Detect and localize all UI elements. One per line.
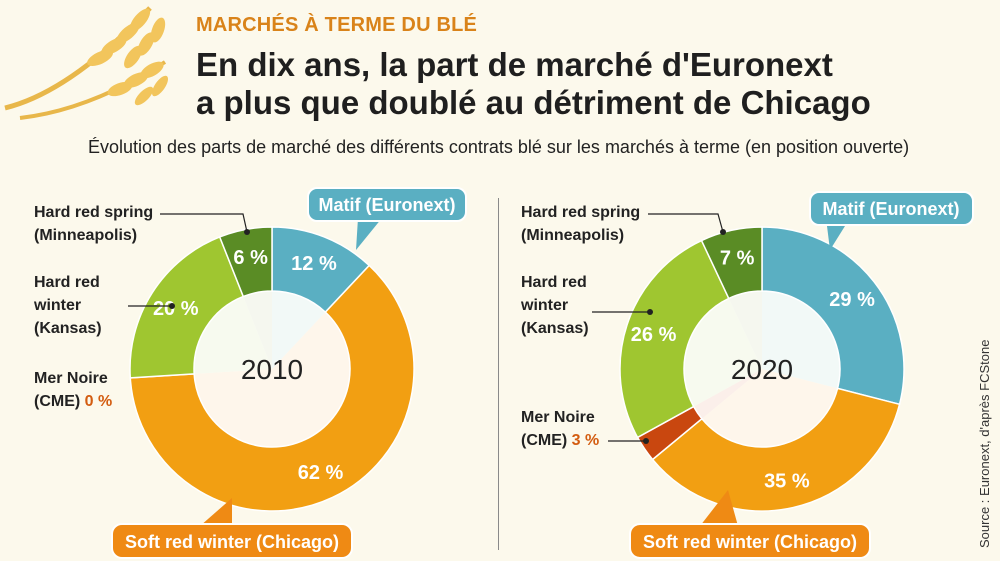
slice-value-label: 62 % <box>298 462 344 484</box>
donut-year-label: 2020 <box>731 354 793 385</box>
callout-text: Soft red winter (Chicago) <box>643 532 857 552</box>
donut-year-label: 2010 <box>241 354 303 385</box>
donut-chart-2020: 29 % 35 % 26 % 7 % 2020 <box>619 226 905 512</box>
leader-lines-2010 <box>128 213 248 307</box>
kicker: MARCHÉS À TERME DU BLÉ <box>196 14 478 36</box>
label-hard-red-winter-2010: Hard red winter (Kansas) <box>34 271 102 340</box>
label-line: Hard red <box>34 274 100 291</box>
slice-value-label: 7 % <box>720 248 755 270</box>
slice-value-label: 20 % <box>153 298 199 320</box>
label-line: (Kansas) <box>34 320 102 337</box>
leader-dot <box>720 229 726 235</box>
source-note: Source : Euronext, d'après FCStone <box>977 339 992 548</box>
donut-center <box>684 291 840 447</box>
label-line: Hard red spring <box>521 204 641 221</box>
wheat-icon <box>4 6 169 120</box>
label-line: Hard red <box>521 274 587 291</box>
label-line: Mer Noire <box>34 370 108 387</box>
subtitle: Évolution des parts de marché des différ… <box>88 137 910 157</box>
label-hard-red-spring-2010: Hard red spring (Minneapolis) <box>34 201 153 247</box>
leader-dot <box>647 309 653 315</box>
label-mer-noire-2020: Mer Noire (CME) 3 % <box>521 406 599 452</box>
label-line: (Minneapolis) <box>521 227 625 244</box>
label-line: Mer Noire <box>521 409 595 426</box>
callout-text: Matif (Euronext) <box>823 199 960 219</box>
label-hard-red-spring-2020: Hard red spring (Minneapolis) <box>521 201 640 247</box>
callout-text: Soft red winter (Chicago) <box>125 532 339 552</box>
callout-chicago-2020: Soft red winter (Chicago) <box>629 490 871 559</box>
label-line: (CME) 3 % <box>521 432 600 449</box>
label-mer-noire-2010: Mer Noire (CME) 0 % <box>34 367 112 413</box>
donut-center <box>194 291 350 447</box>
title-line-1: En dix ans, la part de marché d'Euronext <box>196 46 833 83</box>
divider <box>498 198 499 550</box>
title-line-2: a plus que doublé au détriment de Chicag… <box>196 84 871 121</box>
label-line: (CME) 0 % <box>34 393 113 410</box>
mer-noire-value-2010: 0 % <box>84 393 113 410</box>
label-line: Hard red spring <box>34 204 154 221</box>
leader-dot <box>244 229 250 235</box>
slice-value-label: 6 % <box>233 247 268 269</box>
slice-value-label: 26 % <box>631 324 677 346</box>
page-title: En dix ans, la part de marché d'Euronext… <box>196 46 871 122</box>
label-line: (Kansas) <box>521 320 589 337</box>
leader-lines-2020 <box>592 213 724 442</box>
callout-matif-2020: Matif (Euronext) <box>809 191 974 250</box>
label-line: winter <box>34 297 82 314</box>
slice-value-label: 35 % <box>764 470 810 492</box>
label-hard-red-winter-2020: Hard red winter (Kansas) <box>521 271 589 340</box>
slice-value-label: 29 % <box>829 289 875 311</box>
callout-text: Matif (Euronext) <box>319 195 456 215</box>
label-line: winter <box>521 297 569 314</box>
donut-slice-hard-red-winter <box>619 239 730 439</box>
callout-chicago-2010: Soft red winter (Chicago) <box>111 498 353 559</box>
donut-chart-2010: 12 % 62 % 20 % 6 % 2010 <box>129 226 415 512</box>
slice-value-label: 12 % <box>291 253 337 275</box>
label-line: (Minneapolis) <box>34 227 138 244</box>
mer-noire-value-2020: 3 % <box>571 432 600 449</box>
callout-matif-2010: Matif (Euronext) <box>307 187 467 250</box>
leader-dot <box>169 303 175 309</box>
donut-slice-hard-red-spring <box>700 226 763 300</box>
leader-dot <box>643 438 649 444</box>
